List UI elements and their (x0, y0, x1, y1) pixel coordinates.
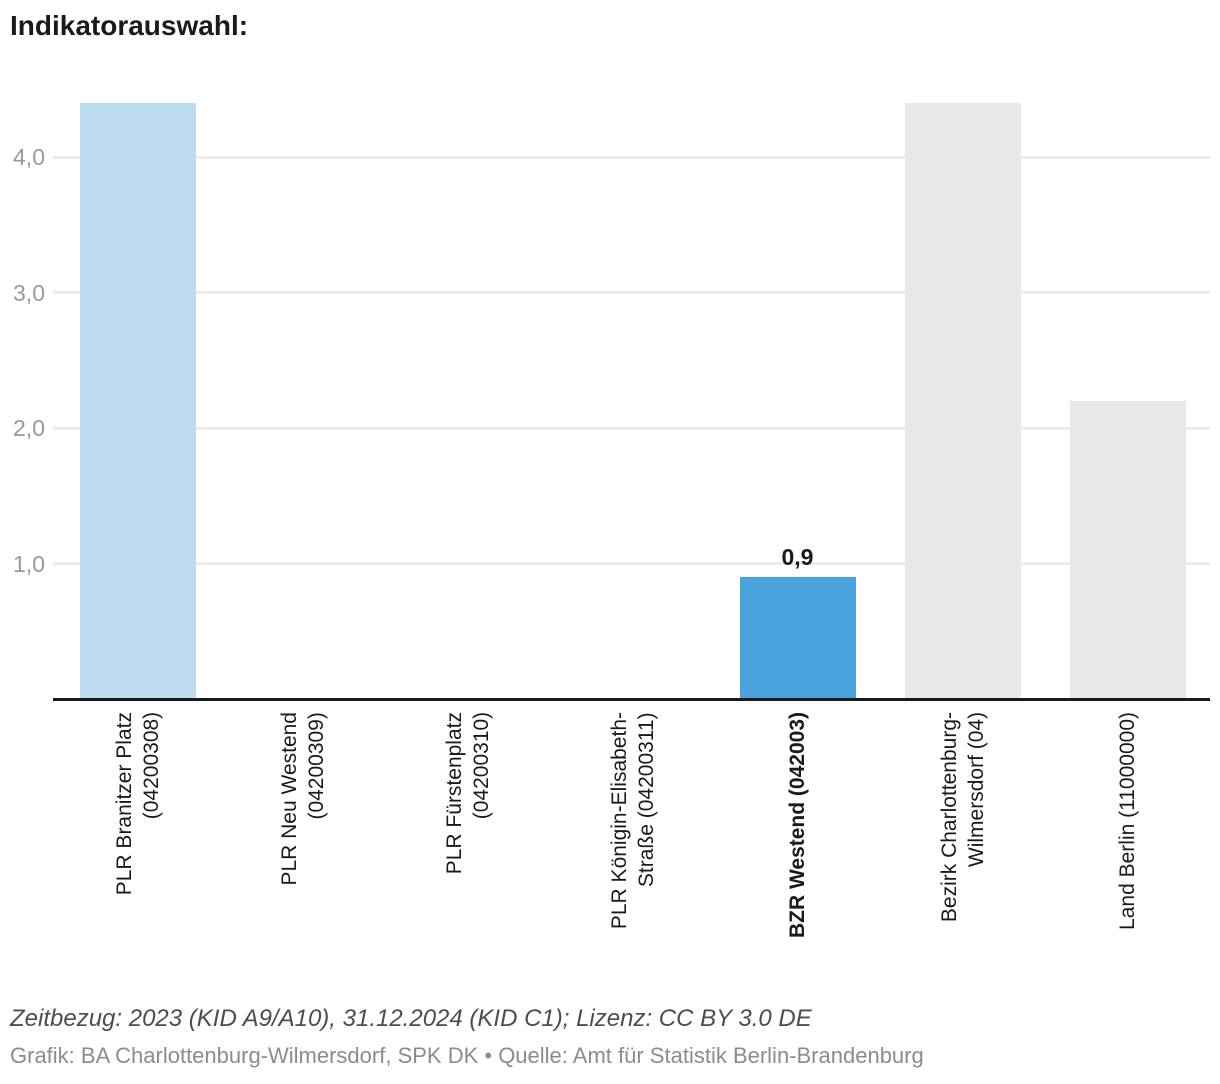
x-axis-label-text: PLR Branitzer Platz (04200308) (112, 712, 163, 896)
x-axis-label: PLR Königin-Elisabeth- Straße (04200311) (550, 712, 715, 992)
page-title: Indikatorauswahl: (10, 10, 249, 41)
y-tick-label: 1,0 (13, 550, 45, 577)
x-axis-labels: PLR Branitzer Platz (04200308) PLR Neu We… (0, 712, 1220, 992)
x-axis-label: BZR Westend (042003) (715, 712, 880, 992)
x-axis-label-text: BZR Westend (042003) (786, 712, 809, 939)
x-axis-label: Land Berlin (11000000) (1045, 712, 1210, 992)
x-axis-label: Bezirk Charlottenburg- Wilmersdorf (04) (880, 712, 1045, 992)
x-axis-label-text: Land Berlin (11000000) (1116, 712, 1139, 930)
gridline (53, 291, 1210, 294)
y-tick-label: 3,0 (13, 279, 45, 306)
bar[interactable] (79, 102, 196, 699)
x-axis-label-text: PLR Königin-Elisabeth- Straße (04200311) (607, 712, 658, 930)
gridline (53, 426, 1210, 430)
y-tick-label: 4,0 (13, 144, 45, 170)
x-axis-label-text: Bezirk Charlottenburg- Wilmersdorf (04) (937, 712, 988, 923)
gridline (53, 562, 1210, 565)
x-axis-line (53, 698, 1210, 701)
x-axis-label-text: PLR Fürstenplatz (04200310) (442, 712, 493, 875)
gridline (53, 155, 1210, 159)
x-axis-label: PLR Branitzer Platz (04200308) (55, 712, 220, 992)
x-axis-label: PLR Neu Westend (04200309) (220, 712, 385, 992)
bar[interactable] (739, 577, 856, 699)
bar[interactable] (1069, 400, 1186, 699)
x-axis-label: PLR Fürstenplatz (04200310) (385, 712, 550, 992)
bar-chart: 1,0 2,0 3,0 4,0 0,9 PLR Branitzer Platz (04… (0, 102, 1220, 992)
bar-value-label: 0,9 (781, 544, 814, 571)
footer-meta-line: Zeitbezug: 2023 (KID A9/A10), 31.12.2024… (10, 1005, 812, 1032)
chart-footer: Zeitbezug: 2023 (KID A9/A10), 31.12.2024… (10, 1003, 1210, 1071)
x-axis-label-text: PLR Neu Westend (04200309) (277, 712, 328, 886)
bar[interactable] (904, 102, 1021, 699)
footer-credits-line: Grafik: BA Charlottenburg-Wilmersdorf, S… (10, 1043, 924, 1068)
y-tick-label: 2,0 (13, 415, 45, 441)
